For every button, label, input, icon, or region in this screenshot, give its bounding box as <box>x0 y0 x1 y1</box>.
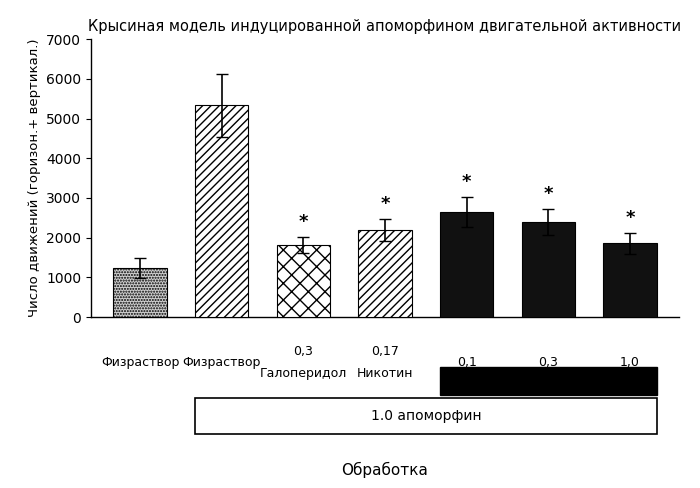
Text: Физраствор: Физраствор <box>183 356 261 369</box>
Title: Крысиная модель индуцированной апоморфином двигательной активности: Крысиная модель индуцированной апоморфин… <box>88 19 682 34</box>
Text: 1.0 апоморфин: 1.0 апоморфин <box>370 409 481 423</box>
Bar <box>195 105 248 317</box>
Bar <box>195 398 657 434</box>
Bar <box>113 268 167 317</box>
Text: *: * <box>299 213 308 231</box>
Text: *: * <box>625 208 635 226</box>
Text: Никотин: Никотин <box>357 367 413 380</box>
Bar <box>276 245 330 317</box>
Text: 0,17: 0,17 <box>371 345 399 358</box>
Text: 1,0: 1,0 <box>620 356 640 369</box>
Text: Галоперидол: Галоперидол <box>260 367 347 380</box>
Bar <box>603 244 657 317</box>
Bar <box>440 212 494 317</box>
Text: *: * <box>380 195 390 213</box>
Text: *: * <box>462 173 471 191</box>
Text: *: * <box>544 185 553 203</box>
Text: 0,1: 0,1 <box>456 356 477 369</box>
Text: Обработка: Обработка <box>342 462 428 478</box>
Y-axis label: Число движений (горизон.+ вертикал.): Число движений (горизон.+ вертикал.) <box>27 39 41 317</box>
Text: 0,3: 0,3 <box>293 345 314 358</box>
Text: 0,3: 0,3 <box>538 356 559 369</box>
Bar <box>522 222 575 317</box>
Bar <box>358 230 412 317</box>
Text: Физраствор: Физраствор <box>101 356 179 369</box>
Bar <box>440 367 657 395</box>
